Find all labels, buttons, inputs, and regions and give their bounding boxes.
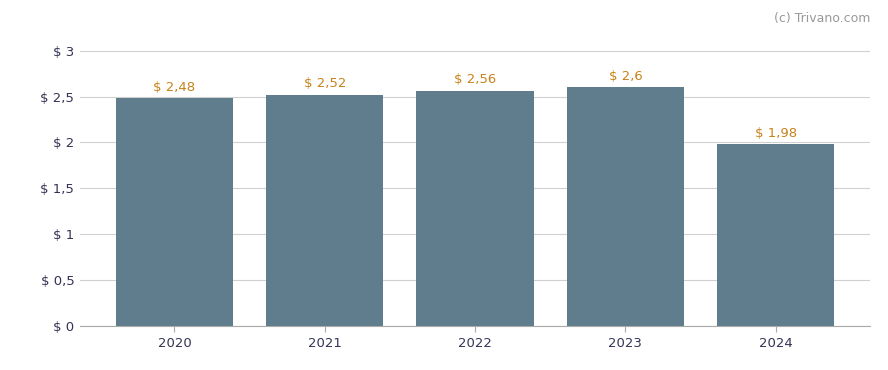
Text: $ 2,6: $ 2,6	[608, 70, 642, 83]
Text: $ 2,52: $ 2,52	[304, 77, 346, 90]
Bar	[266, 95, 384, 326]
Text: $ 2,56: $ 2,56	[454, 74, 496, 87]
Text: (c) Trivano.com: (c) Trivano.com	[773, 13, 870, 26]
Bar	[718, 144, 835, 326]
Bar	[567, 87, 684, 326]
Text: $ 1,98: $ 1,98	[755, 127, 797, 139]
Text: $ 2,48: $ 2,48	[154, 81, 195, 94]
Bar	[115, 98, 233, 326]
Bar	[416, 91, 534, 326]
